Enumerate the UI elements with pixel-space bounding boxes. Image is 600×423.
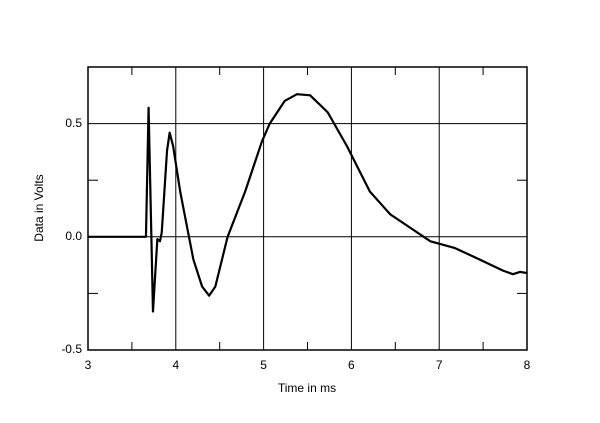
- y-tick-label: 0.5: [65, 116, 82, 130]
- plot-frame: [87, 66, 528, 351]
- y-tick-label: 0.0: [65, 229, 82, 243]
- x-tick-label: 5: [260, 358, 267, 372]
- x-tick-label: 8: [524, 358, 531, 372]
- x-tick-label: 7: [436, 358, 443, 372]
- data-line: [88, 93, 528, 313]
- x-tick-label: 3: [85, 358, 92, 372]
- y-axis-label: Data in Volts: [32, 174, 46, 241]
- y-tick-label: -0.5: [61, 342, 82, 356]
- x-tick-label: 4: [172, 358, 179, 372]
- x-tick-label: 6: [348, 358, 355, 372]
- x-axis-label: Time in ms: [278, 381, 336, 395]
